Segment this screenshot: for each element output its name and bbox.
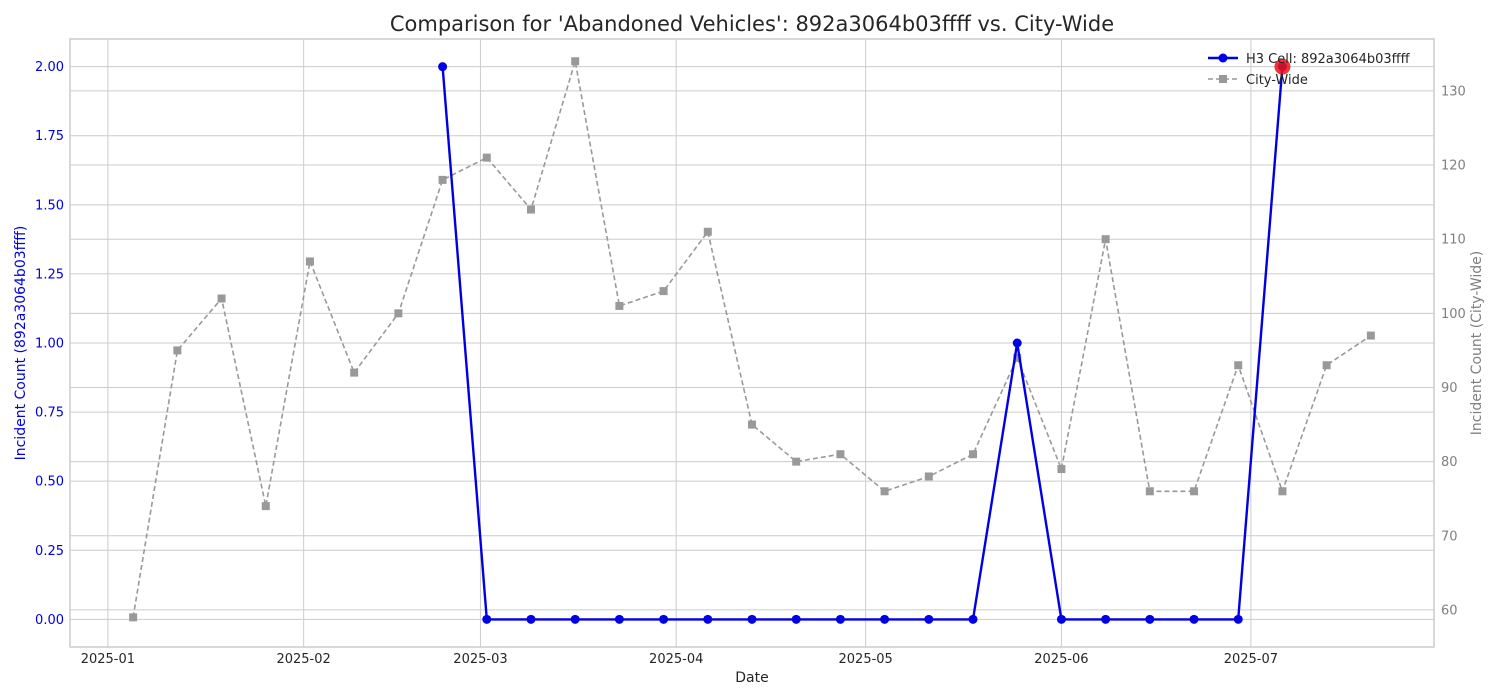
y-right-tick-label: 130 (1441, 84, 1466, 99)
series-line-h3-cell (441, 66, 1284, 621)
legend-label-h3: H3 Cell: 892a3064b03ffff (1246, 52, 1411, 67)
city-wide-point (350, 368, 359, 377)
h3-cell-point (1012, 338, 1022, 348)
h3-cell-point (482, 614, 492, 624)
y-right-tick-label: 60 (1441, 603, 1458, 618)
city-wide-point (1145, 487, 1154, 496)
city-wide-point (1057, 465, 1066, 474)
city-wide-point (305, 257, 314, 266)
legend: H3 Cell: 892a3064b03ffff City-Wide (1208, 52, 1411, 88)
x-tick-label: 2025-06 (1034, 652, 1088, 667)
h3-cell-point (570, 614, 580, 624)
city-wide-point (394, 309, 403, 318)
x-tick-label: 2025-01 (81, 652, 135, 667)
x-tick-label: 2025-07 (1224, 652, 1278, 667)
h3-cell-point (1056, 614, 1066, 624)
legend-label-city: City-Wide (1246, 73, 1308, 88)
city-wide-point (659, 287, 668, 296)
y-right-tick-label: 90 (1441, 381, 1458, 396)
y-left-tick-label: 1.50 (35, 198, 64, 213)
city-wide-point (615, 301, 624, 310)
legend-marker-city (1219, 75, 1227, 83)
city-wide-point (217, 294, 226, 303)
city-wide-point (571, 57, 580, 66)
city-wide-point (924, 472, 933, 481)
city-wide-point (836, 450, 845, 459)
city-wide-point (1234, 361, 1243, 370)
h3-cell-point (526, 614, 536, 624)
x-tick-label: 2025-02 (276, 652, 330, 667)
h3-cell-point (1145, 614, 1155, 624)
h3-cell-point (703, 614, 713, 624)
h3-cell-point (747, 614, 757, 624)
y-left-tick-label: 0.25 (35, 544, 64, 559)
city-wide-point (526, 205, 535, 214)
city-wide-point (1322, 361, 1331, 370)
h3-cell-point (614, 614, 624, 624)
y-left-tick-label: 2.00 (35, 60, 64, 75)
h3-cell-point (438, 62, 448, 72)
y-left-tick-label: 0.00 (35, 613, 64, 628)
city-wide-point (482, 153, 491, 162)
series-line-city-wide (132, 60, 1372, 618)
city-wide-point (438, 175, 447, 184)
city-wide-point (261, 502, 270, 511)
city-wide-point (748, 420, 756, 429)
y-left-tick-label: 1.25 (35, 267, 64, 282)
x-tick-label: 2025-03 (453, 652, 507, 667)
city-wide-point (792, 457, 801, 466)
h3-cell-point (1189, 614, 1199, 624)
x-axis-label: Date (735, 670, 768, 686)
chart-title: Comparison for 'Abandoned Vehicles': 892… (390, 12, 1114, 36)
legend-marker-h3 (1218, 53, 1228, 63)
y-axis-label-right: Incident Count (City-Wide) (1469, 251, 1485, 435)
city-wide-point (129, 613, 138, 622)
city-wide-point (880, 487, 889, 496)
h3-cell-point (835, 614, 845, 624)
x-tick-label: 2025-04 (649, 652, 703, 667)
h3-cell-point (1233, 614, 1243, 624)
y-left-tick-label: 1.00 (35, 337, 64, 352)
y-left-tick-label: 0.75 (35, 406, 64, 421)
y-right-tick-label: 100 (1441, 307, 1466, 322)
city-wide-point (1190, 487, 1199, 496)
y-axis-label-left: Incident Count (892a3064b03ffff) (13, 226, 29, 461)
city-wide-point (1278, 487, 1287, 496)
highlight-point (1274, 58, 1291, 75)
h3-cell-point (968, 614, 978, 624)
y-right-tick-label: 80 (1441, 455, 1458, 470)
h3-cell-point (659, 614, 669, 624)
city-wide-point (969, 450, 978, 459)
city-wide-point (1013, 353, 1022, 362)
city-wide-point (703, 227, 712, 236)
y-left-tick-label: 0.50 (35, 475, 64, 490)
city-wide-point (1366, 331, 1375, 340)
y-right-tick-label: 70 (1441, 529, 1458, 544)
y-right-tick-label: 120 (1441, 159, 1466, 174)
h3-cell-point (880, 614, 890, 624)
y-left-tick-label: 1.75 (35, 129, 64, 144)
city-wide-point (173, 346, 182, 355)
city-wide-point (1101, 235, 1110, 244)
h3-cell-point (791, 614, 801, 624)
y-right-tick-label: 110 (1441, 233, 1466, 248)
plot-frame (69, 38, 1435, 648)
h3-cell-point (924, 614, 934, 624)
x-tick-label: 2025-05 (839, 652, 893, 667)
h3-cell-point (1101, 614, 1111, 624)
